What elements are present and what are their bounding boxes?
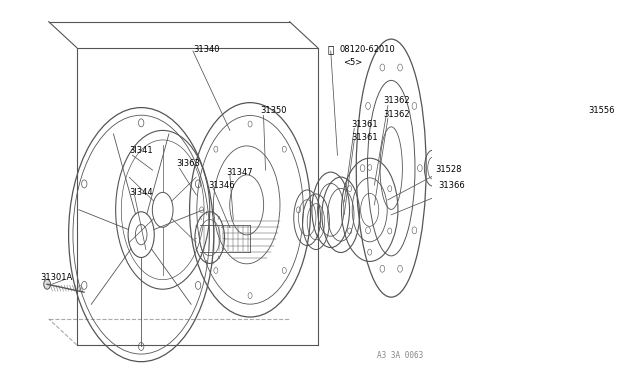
- Text: 31362: 31362: [383, 96, 410, 105]
- Text: 31340: 31340: [193, 45, 220, 54]
- Text: 31528: 31528: [435, 165, 461, 174]
- Text: 31346: 31346: [209, 182, 235, 190]
- Text: 31361: 31361: [351, 133, 378, 142]
- Text: A3 3A 0063: A3 3A 0063: [377, 350, 423, 359]
- Text: 31361: 31361: [351, 120, 378, 129]
- Text: 3l344: 3l344: [129, 189, 153, 198]
- Ellipse shape: [44, 279, 51, 289]
- Text: 31556: 31556: [588, 106, 614, 115]
- Text: Ⓑ: Ⓑ: [328, 44, 334, 54]
- Text: 31301A: 31301A: [40, 273, 72, 282]
- Text: <5>: <5>: [343, 58, 362, 67]
- Text: 31362: 31362: [383, 110, 410, 119]
- Text: 08120-62010: 08120-62010: [339, 45, 396, 54]
- Text: 3l341: 3l341: [129, 146, 153, 155]
- Text: 31350: 31350: [260, 106, 287, 115]
- Text: 3l363: 3l363: [176, 159, 200, 168]
- Text: 31366: 31366: [438, 180, 465, 189]
- Text: 31347: 31347: [226, 168, 253, 177]
